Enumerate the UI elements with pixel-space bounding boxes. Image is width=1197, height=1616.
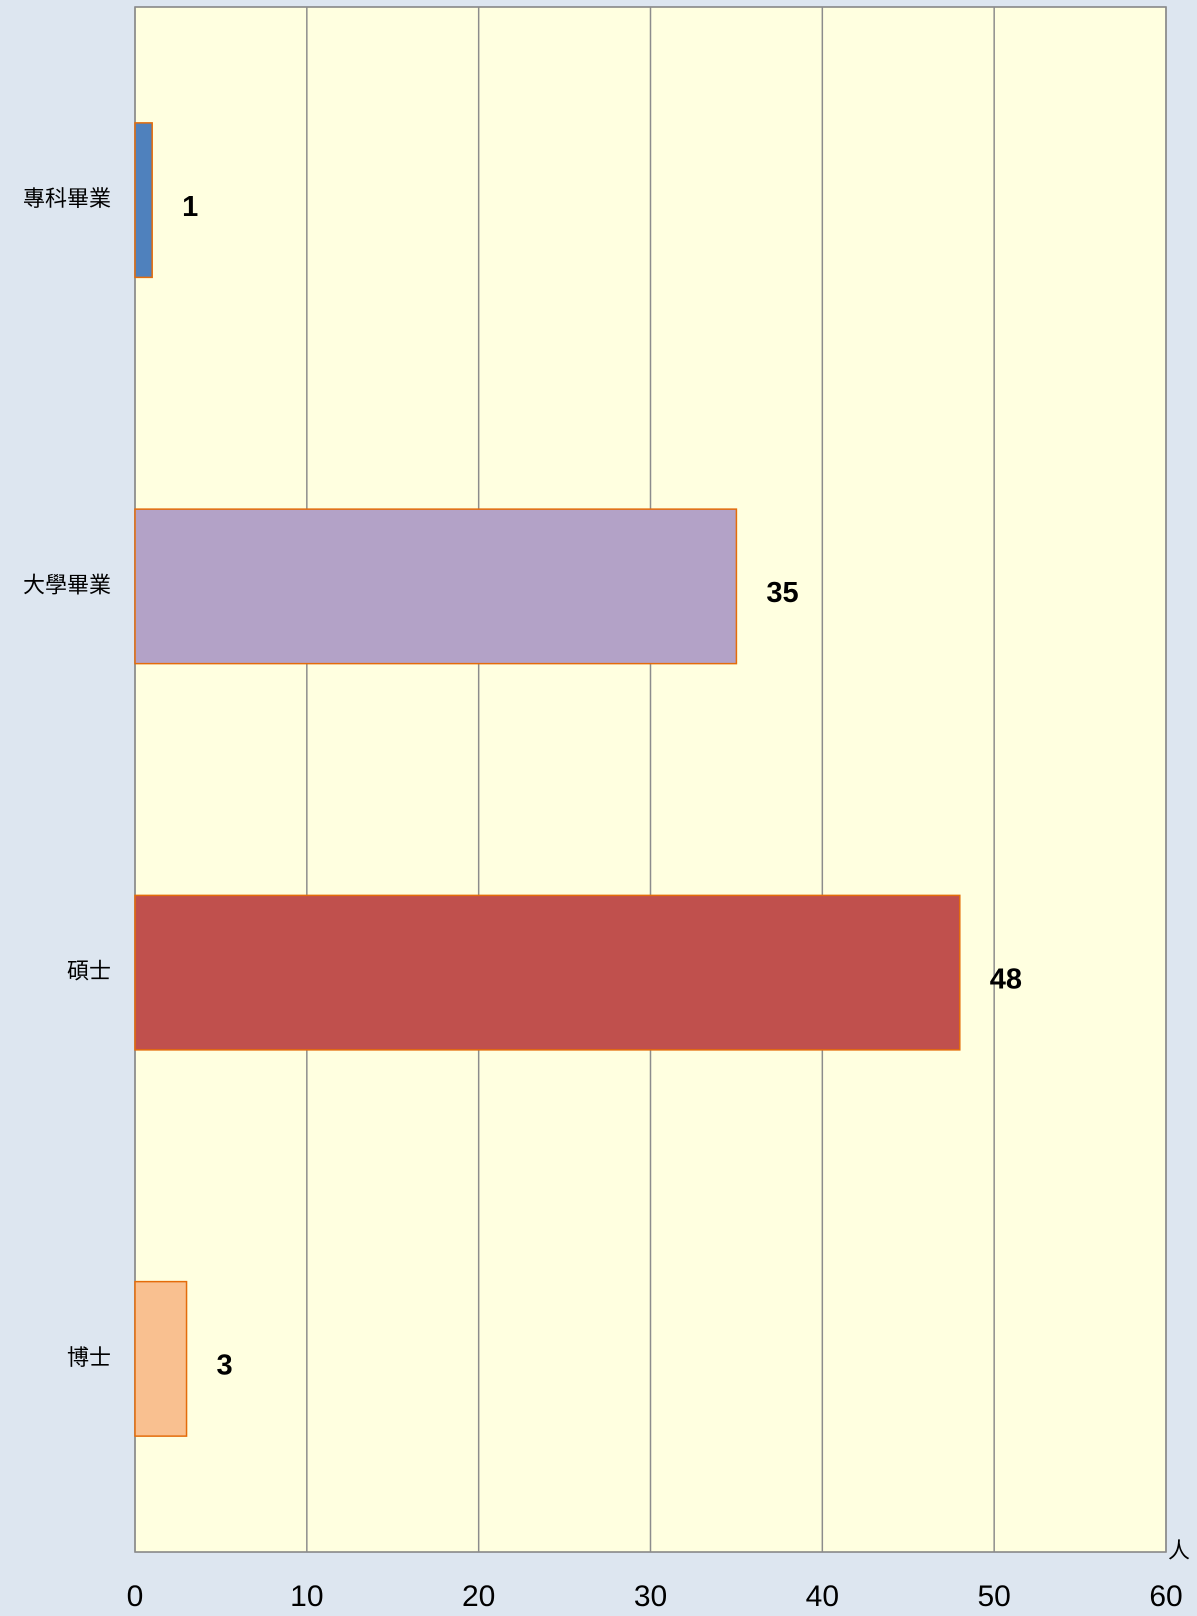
bar <box>134 508 738 665</box>
bar <box>134 1280 188 1437</box>
value-label: 48 <box>990 963 1022 995</box>
x-tick-label: 50 <box>977 1580 1010 1613</box>
value-label: 35 <box>766 577 798 609</box>
x-tick-label: 10 <box>290 1580 323 1613</box>
value-label: 3 <box>217 1350 233 1382</box>
x-tick-label: 0 <box>127 1580 144 1613</box>
x-tick-label: 20 <box>462 1580 495 1613</box>
y-tick-label: 碩士 <box>67 960 111 985</box>
x-tick-label: 40 <box>806 1580 839 1613</box>
y-tick-label: 大學畢業 <box>23 573 111 598</box>
y-tick-label: 專科畢業 <box>23 187 111 212</box>
x-tick-label: 60 <box>1149 1580 1182 1613</box>
value-label: 1 <box>182 191 198 223</box>
x-axis-unit: 人 <box>1168 1539 1190 1564</box>
bar <box>134 122 153 279</box>
y-tick-label: 博士 <box>67 1346 111 1371</box>
x-tick-label: 30 <box>634 1580 667 1613</box>
bar <box>134 894 961 1051</box>
